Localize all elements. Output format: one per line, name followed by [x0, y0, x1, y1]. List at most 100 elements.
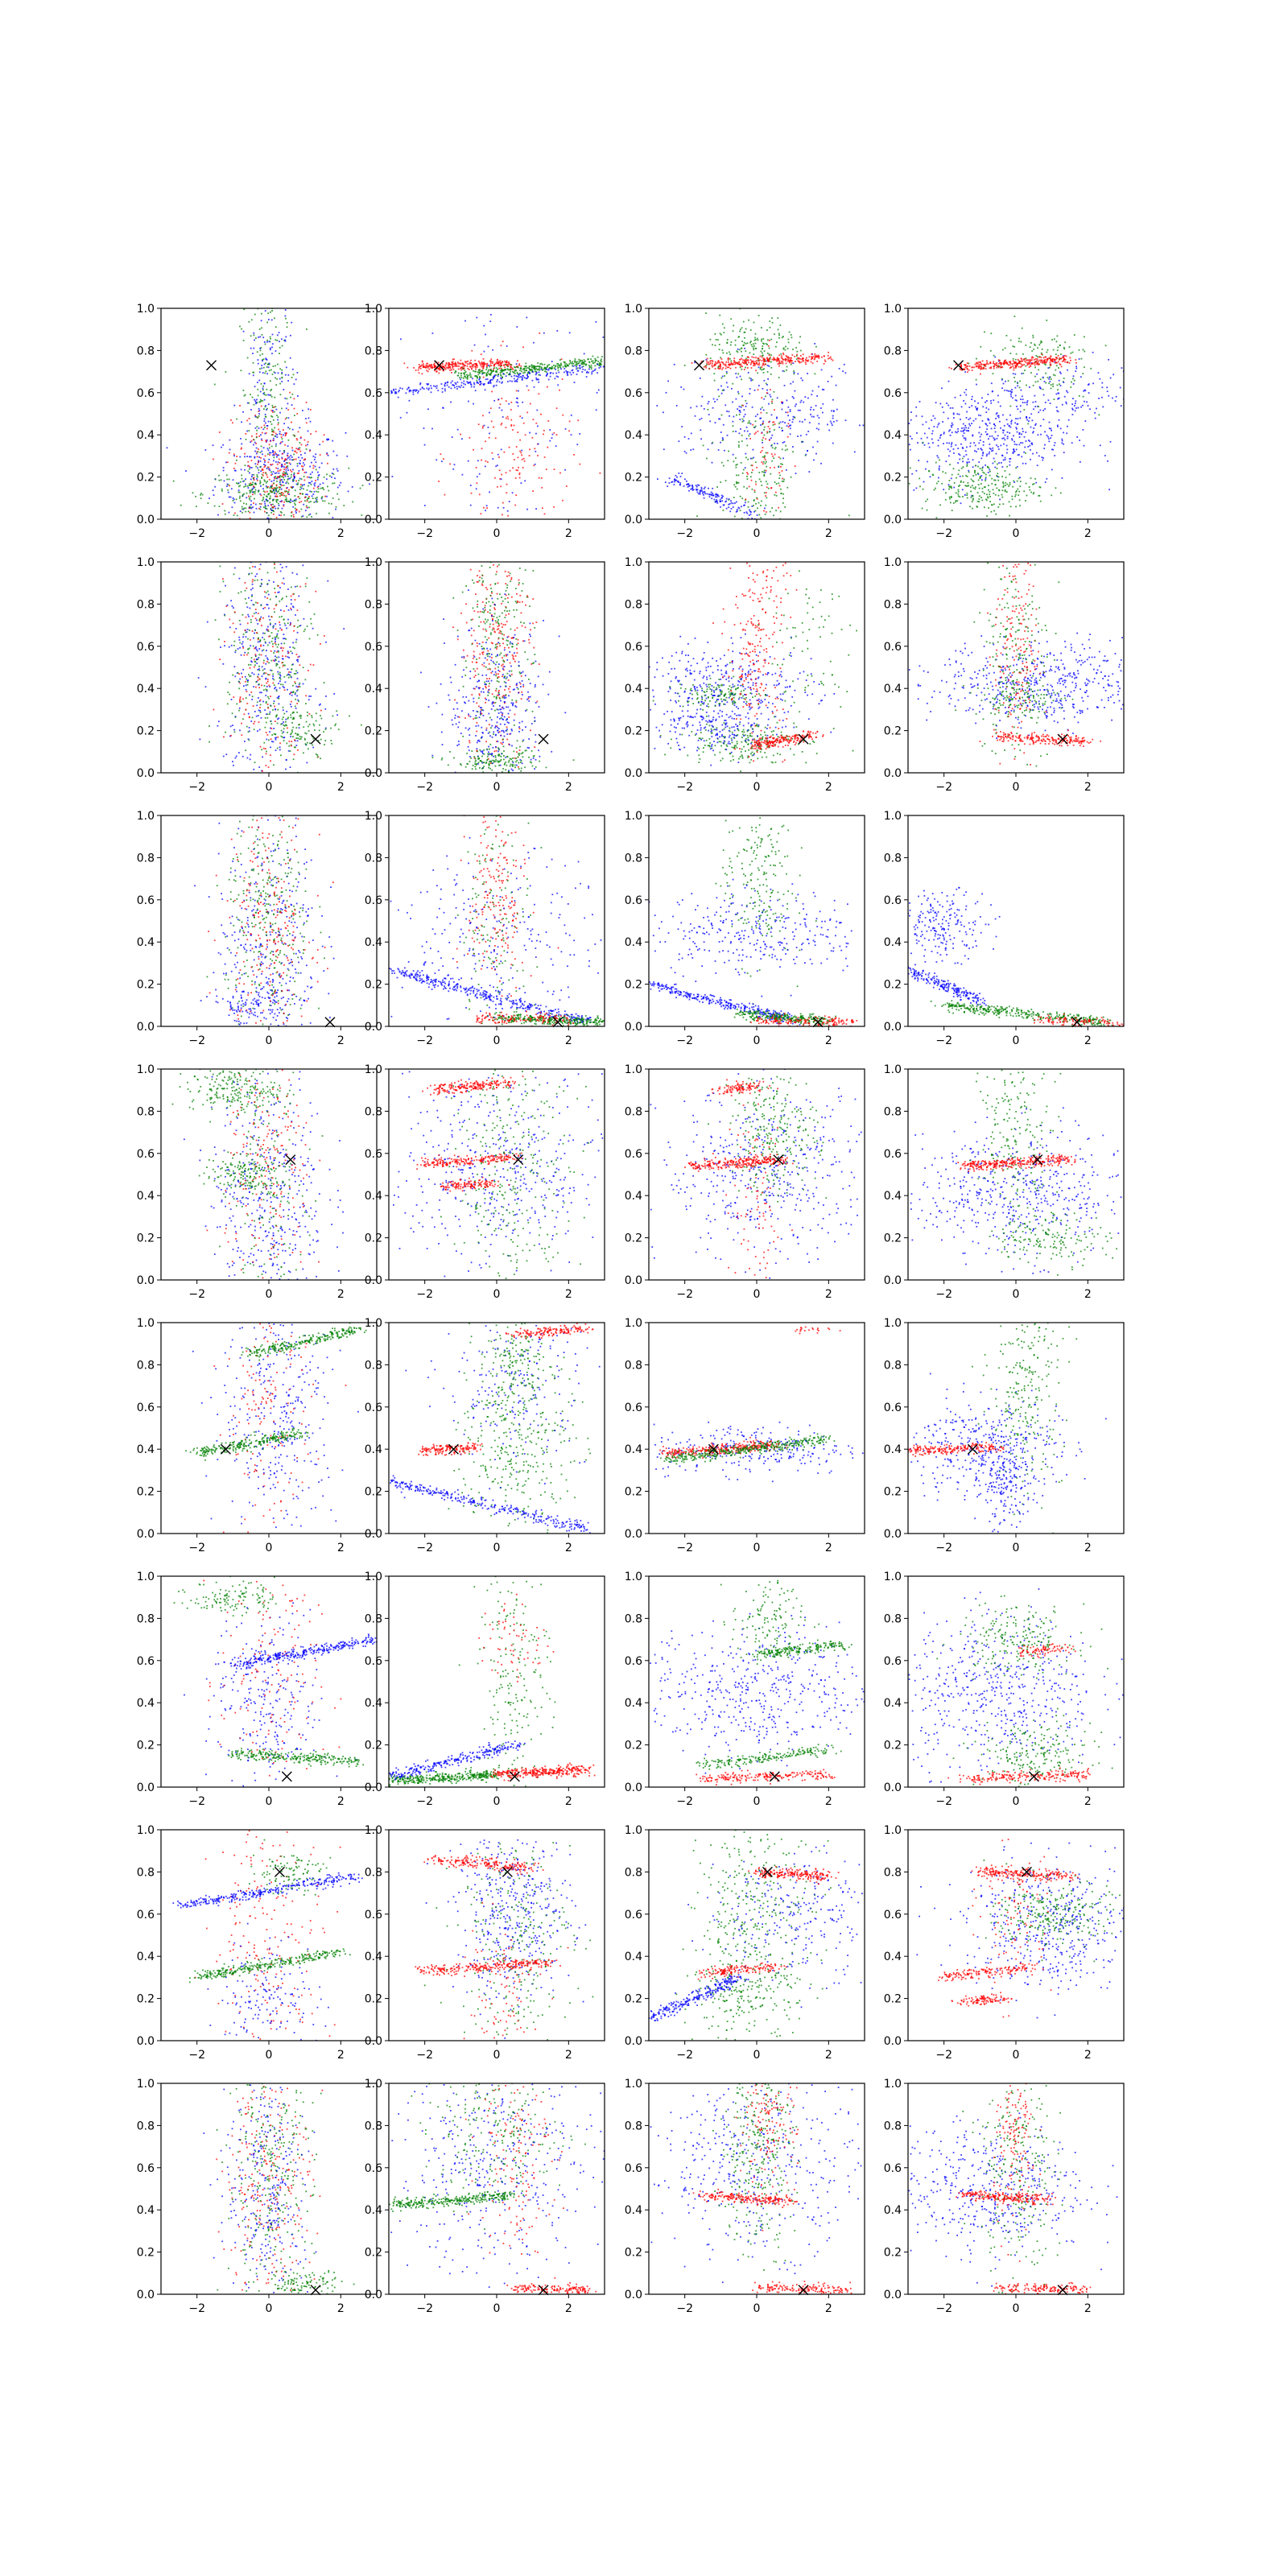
- data-point-blue: [588, 368, 590, 370]
- data-point-green: [240, 481, 242, 483]
- data-point-green: [315, 497, 316, 499]
- data-point-green: [761, 369, 762, 371]
- data-point-blue: [426, 382, 428, 385]
- data-point-blue: [262, 453, 263, 456]
- data-point-blue: [229, 496, 232, 498]
- data-point-green: [972, 475, 975, 477]
- data-point-green: [1034, 345, 1036, 347]
- data-point-red: [515, 446, 518, 448]
- data-point-blue: [430, 385, 432, 387]
- data-point-green: [485, 374, 488, 377]
- data-point-blue: [725, 507, 728, 510]
- data-point-red: [1041, 360, 1043, 362]
- data-point-green: [1042, 388, 1044, 390]
- data-point-blue: [572, 372, 575, 374]
- data-point-green: [213, 383, 216, 386]
- data-point-blue: [279, 341, 280, 343]
- data-point-green: [261, 334, 263, 336]
- data-point-red: [747, 473, 749, 475]
- data-point-blue: [291, 368, 294, 370]
- data-point-blue: [695, 488, 697, 490]
- data-point-blue: [497, 375, 499, 377]
- data-point-green: [279, 346, 281, 349]
- data-point-blue: [447, 381, 449, 383]
- data-point-red: [1050, 355, 1051, 357]
- data-point-red: [1009, 361, 1011, 364]
- data-point-red: [239, 405, 241, 407]
- data-point-green: [948, 496, 951, 498]
- data-point-blue: [701, 395, 704, 398]
- data-point-blue: [408, 390, 411, 393]
- data-point-green: [270, 428, 273, 431]
- data-point-blue: [316, 478, 319, 481]
- data-point-blue: [442, 407, 444, 409]
- data-point-blue: [441, 391, 444, 393]
- data-point-blue: [1054, 361, 1056, 363]
- data-point-blue: [947, 448, 949, 451]
- data-point-blue: [493, 385, 495, 386]
- data-point-blue: [309, 473, 312, 475]
- data-point-blue: [712, 494, 715, 497]
- data-point-blue: [957, 430, 960, 432]
- data-point-blue: [1043, 381, 1046, 382]
- data-point-red: [742, 404, 744, 407]
- data-point-green: [506, 365, 509, 368]
- data-point-blue: [713, 498, 716, 501]
- data-point-blue: [690, 432, 692, 435]
- data-point-green: [967, 482, 969, 484]
- data-point-green: [225, 371, 227, 373]
- data-point-blue: [268, 607, 270, 609]
- data-point-green: [246, 357, 249, 359]
- data-point-green: [243, 308, 246, 311]
- data-point-green: [1009, 481, 1011, 484]
- data-point-green: [978, 495, 980, 497]
- data-point-red: [481, 365, 483, 368]
- data-point-blue: [295, 512, 297, 514]
- data-point-red: [555, 434, 558, 436]
- data-point-green: [784, 349, 786, 351]
- data-point-red: [447, 366, 449, 369]
- data-point-red: [523, 460, 526, 462]
- data-point-green: [977, 479, 980, 481]
- data-point-blue: [272, 454, 274, 456]
- data-point-blue: [276, 456, 278, 458]
- data-point-blue: [749, 513, 752, 515]
- data-point-blue: [485, 378, 487, 381]
- data-point-red: [1029, 360, 1031, 362]
- data-point-blue: [929, 476, 931, 478]
- data-point-red: [510, 365, 512, 367]
- data-point-blue: [927, 460, 928, 463]
- data-point-blue: [964, 391, 966, 394]
- data-point-blue: [1050, 437, 1052, 439]
- data-point-blue: [299, 477, 301, 480]
- data-point-green: [236, 418, 238, 420]
- data-point-blue: [1038, 455, 1040, 457]
- data-point-green: [560, 364, 563, 366]
- data-point-blue: [950, 445, 952, 448]
- data-point-green: [764, 462, 766, 464]
- data-point-green: [512, 370, 514, 373]
- data-point-blue: [985, 464, 986, 466]
- data-point-blue: [986, 428, 988, 430]
- data-point-red: [418, 372, 420, 374]
- data-point-green: [1017, 382, 1019, 385]
- data-point-green: [275, 365, 276, 367]
- data-point-blue: [747, 372, 749, 374]
- data-point-green: [270, 390, 272, 392]
- data-point-green: [264, 480, 266, 482]
- data-point-red: [1030, 359, 1032, 361]
- data-point-green: [584, 363, 585, 365]
- data-point-blue: [792, 419, 794, 420]
- data-point-green: [770, 374, 772, 375]
- data-point-green: [559, 365, 561, 366]
- data-point-blue: [492, 349, 493, 351]
- data-point-red: [305, 402, 308, 403]
- data-point-red: [720, 363, 721, 365]
- y-tick-label: 0.0: [137, 514, 155, 526]
- data-point-green: [316, 490, 318, 493]
- data-point-green: [262, 497, 265, 498]
- data-point-green: [706, 364, 708, 366]
- data-point-blue: [521, 449, 523, 452]
- data-point-blue: [431, 332, 434, 334]
- data-point-green: [272, 510, 275, 512]
